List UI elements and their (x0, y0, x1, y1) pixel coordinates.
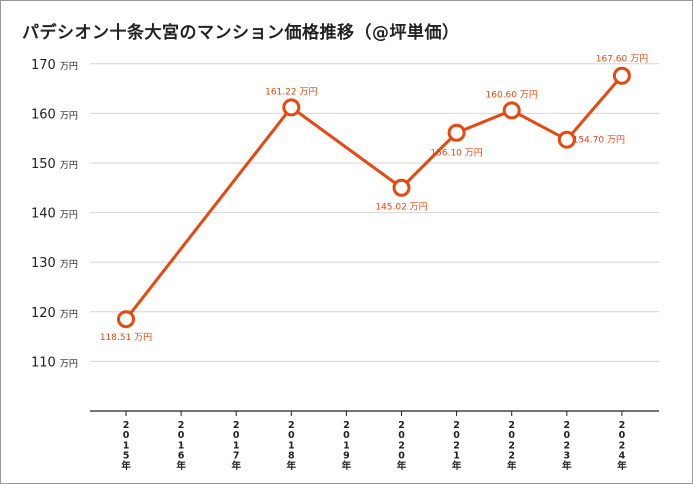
y-tick-unit: 万円 (60, 110, 78, 121)
chart-title: パデシオン十条大宮のマンション価格推移（@坪単価） (22, 23, 460, 43)
y-tick-unit: 万円 (60, 61, 78, 72)
gridlines (90, 63, 659, 362)
y-tick-label: 140 万円 (31, 207, 78, 222)
data-label: 156.10 万円 (430, 148, 482, 159)
y-tick-label: 120 万円 (31, 306, 78, 321)
data-label: 145.02 万円 (375, 202, 427, 213)
y-tick-value: 150 (31, 157, 56, 172)
y-tick-value: 130 (31, 256, 56, 271)
y-tick-value: 170 (31, 58, 56, 73)
data-labels: 118.51 万円 161.22 万円 145.02 万円 156.10 万円 160.… (100, 54, 648, 343)
y-tick-label: 170 万円 (31, 58, 78, 73)
data-label: 160.60 万円 (486, 89, 538, 100)
y-tick-unit: 万円 (60, 309, 78, 320)
data-point (282, 98, 301, 117)
data-point (117, 310, 135, 329)
data-point (612, 66, 631, 85)
y-tick-unit: 万円 (60, 210, 78, 221)
data-point (447, 123, 466, 142)
data-point (392, 178, 411, 197)
data-label: 167.60 万円 (596, 54, 648, 65)
y-axis: 110 万円 120 万円 130 万円 140 万円 150 万円 160 万円 170 万円 (31, 58, 78, 371)
y-tick-value: 160 (31, 107, 56, 122)
data-label: 118.51 万円 (100, 332, 152, 343)
data-label: 154.70 万円 (573, 135, 625, 146)
y-tick-label: 110 万円 (31, 355, 78, 370)
y-tick-unit: 万円 (60, 259, 78, 270)
data-point (502, 101, 521, 120)
y-tick-label: 160 万円 (31, 107, 78, 122)
series-line (117, 66, 631, 329)
y-tick-value: 120 (31, 306, 56, 321)
data-label: 161.22 万円 (265, 86, 317, 97)
series-polyline (124, 74, 624, 321)
x-axis: 2 0 1 5 年 2 0 1 6 年 2 0 1 7 年 2 0 1 8 年 2 0 1 9 年 2 0 2 0 年 2 0 2 1 年 2 0 2 2 年… (121, 411, 627, 472)
y-tick-unit: 万円 (60, 358, 78, 369)
data-point (557, 130, 576, 149)
y-tick-unit: 万円 (60, 160, 78, 171)
y-tick-value: 110 (31, 355, 56, 370)
y-tick-label: 150 万円 (31, 157, 78, 172)
y-tick-label: 130 万円 (31, 256, 78, 271)
y-tick-value: 140 (31, 207, 56, 222)
